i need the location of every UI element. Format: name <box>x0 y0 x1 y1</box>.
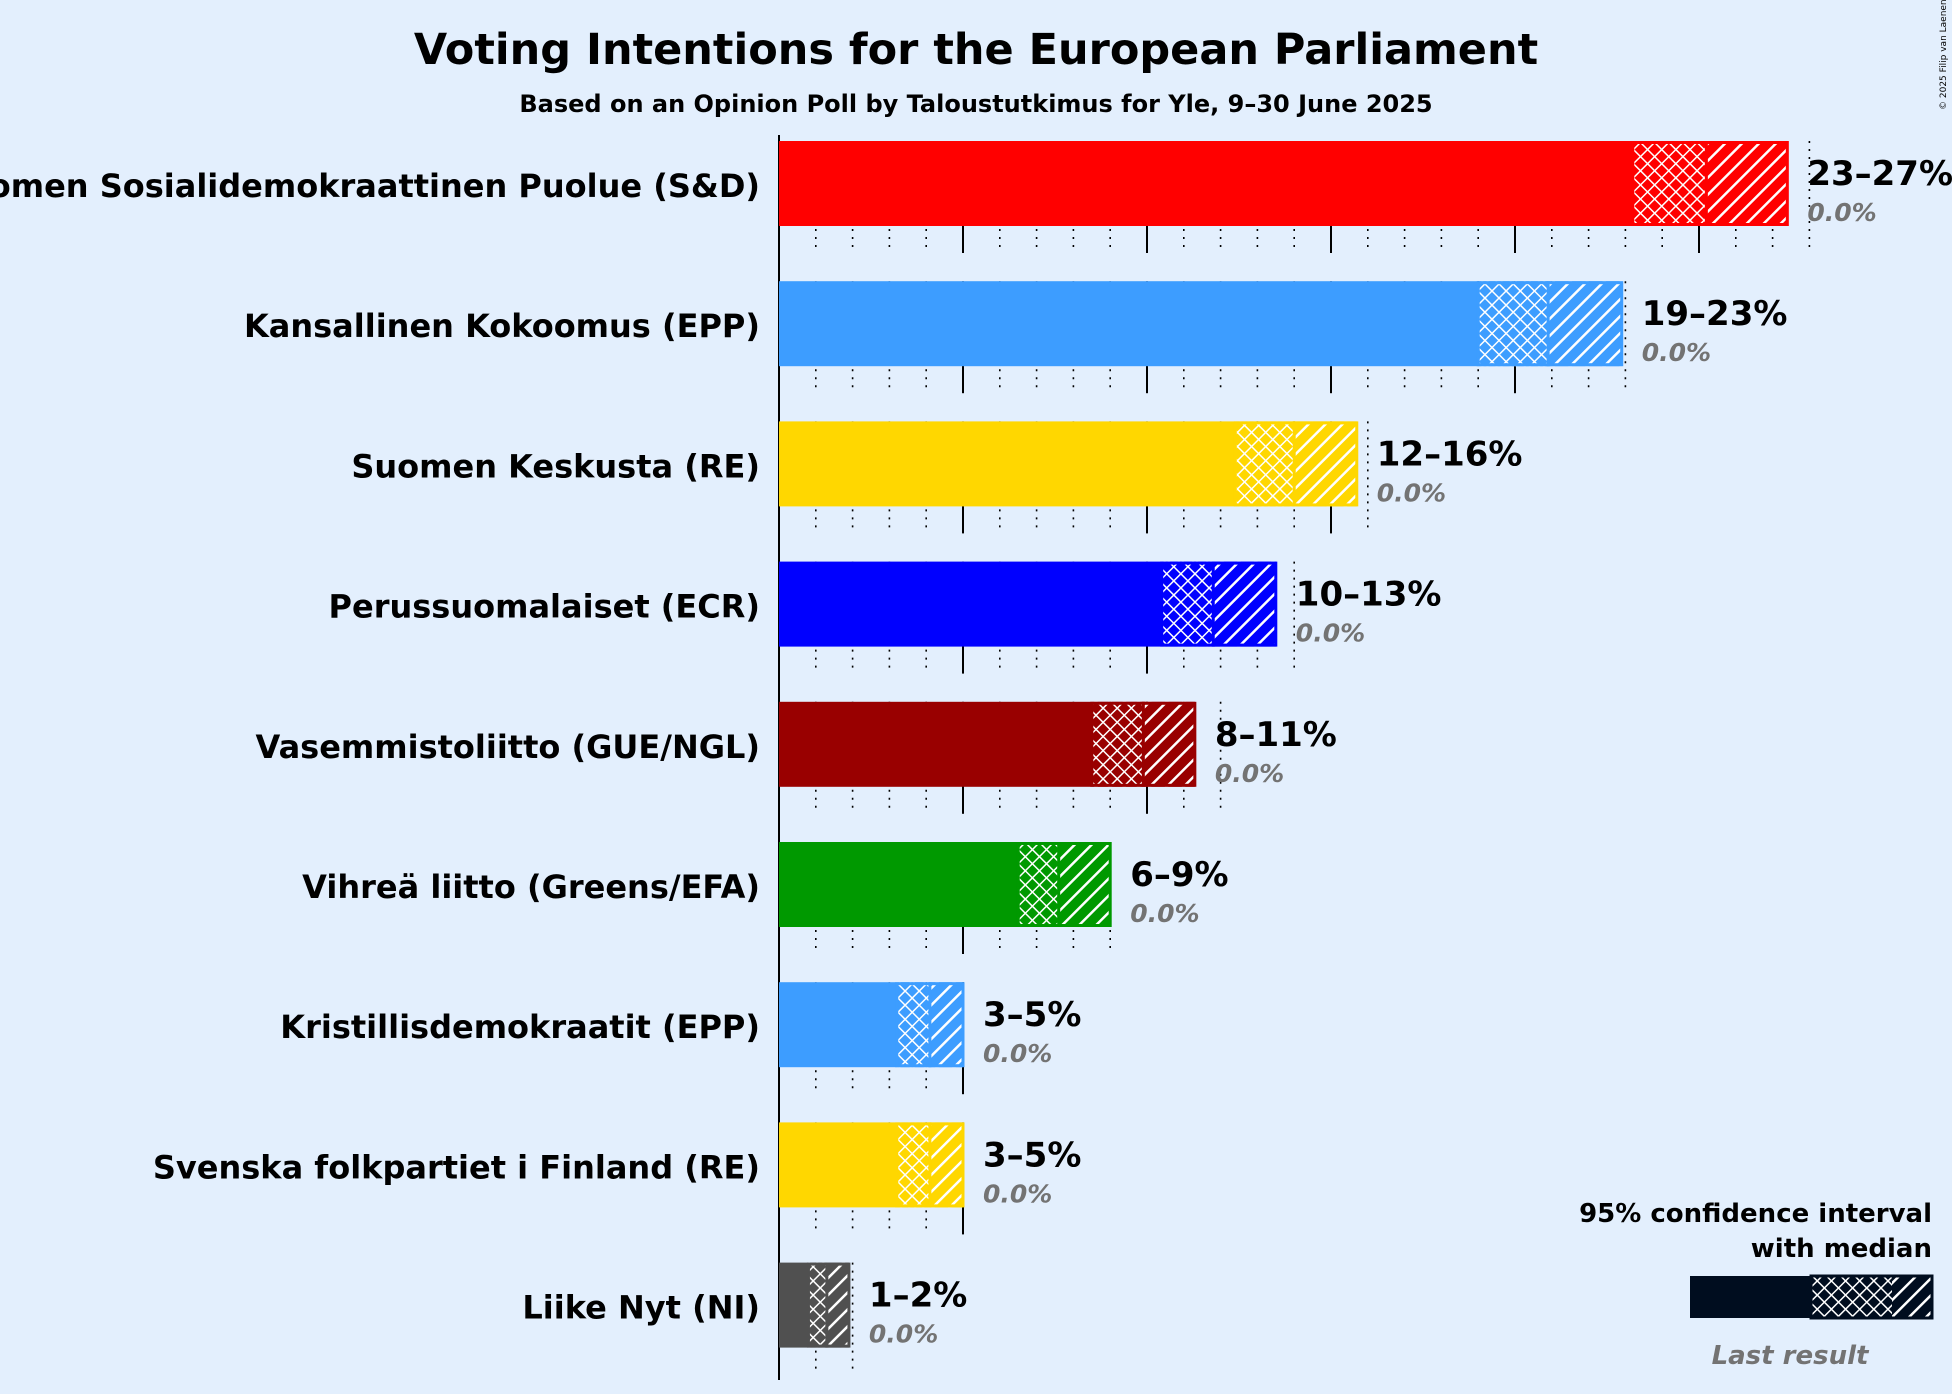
legend-interval-outline <box>1809 1274 1934 1320</box>
last-result-label: 0.0% <box>1215 759 1284 788</box>
bar-solid <box>779 1262 809 1348</box>
party-name: Perussuomalaiset (ECR) <box>329 588 760 626</box>
bar-ci-outline <box>1016 842 1112 927</box>
bar-solid <box>779 561 1162 647</box>
legend-last-result-label: Last result <box>1712 1341 1870 1371</box>
bar-solid <box>779 281 1479 367</box>
party-name: Vihreä liitto (Greens/EFA) <box>302 868 760 906</box>
last-result-label: 0.0% <box>1296 619 1365 648</box>
party-name: Suomen Keskusta (RE) <box>351 447 760 485</box>
range-label: 3–5% <box>983 995 1081 1035</box>
last-result-label: 0.0% <box>1130 899 1199 928</box>
legend-cross-hatch <box>1811 1276 1892 1318</box>
legend: 95% confidence interval with median Last… <box>1579 1199 1934 1371</box>
bar-ci-outline <box>1631 141 1789 226</box>
bar-solid <box>779 1122 897 1208</box>
legend-diag-hatch <box>1892 1276 1932 1318</box>
bar-ci-upper-hatch <box>1706 141 1788 226</box>
bar-ci-upper-hatch <box>1294 421 1357 507</box>
bar-series <box>779 141 1789 1348</box>
range-label: 19–23% <box>1642 294 1788 334</box>
bar-ci-upper-hatch <box>1548 281 1622 367</box>
bar-ci-outline <box>895 1122 965 1208</box>
legend-solid-bar <box>1690 1276 1811 1318</box>
bar-ci-upper-hatch <box>929 982 963 1068</box>
bar-ci-lower-hatch <box>1018 842 1059 927</box>
bar-ci-lower-hatch <box>1632 141 1707 226</box>
range-label: 8–11% <box>1215 715 1337 755</box>
bar-ci-upper-hatch <box>1058 842 1111 927</box>
bar-ci-lower-hatch <box>1161 561 1214 647</box>
bar-ci-upper-hatch <box>929 1122 963 1208</box>
bar-ci-upper-hatch <box>826 1262 849 1348</box>
bar-solid <box>779 141 1633 226</box>
party-name: Vasemmistoliitto (GUE/NGL) <box>256 728 760 766</box>
party-labels: Suomen Sosialidemokraattinen Puolue (S&D… <box>0 154 1952 1349</box>
bar-solid <box>779 842 1019 927</box>
bar-solid <box>779 421 1236 507</box>
bar-ci-lower-hatch <box>896 982 930 1068</box>
range-label: 12–16% <box>1377 434 1523 474</box>
range-label: 10–13% <box>1296 575 1442 615</box>
last-result-label: 0.0% <box>983 1179 1052 1208</box>
party-name: Kristillisdemokraatit (EPP) <box>280 1008 760 1046</box>
party-name: Suomen Sosialidemokraattinen Puolue (S&D… <box>0 167 760 205</box>
legend-title-line1: 95% confidence interval <box>1579 1199 1932 1229</box>
bar-ci-upper-hatch <box>1213 561 1276 647</box>
last-result-label: 0.0% <box>983 1039 1052 1068</box>
range-label: 1–2% <box>869 1276 967 1316</box>
bar-ci-outline <box>1090 701 1197 787</box>
party-name: Liike Nyt (NI) <box>522 1289 760 1327</box>
copyright-notice: © 2025 Filip van Laenen <box>1939 0 1949 110</box>
bar-ci-lower-hatch <box>1235 421 1295 507</box>
range-label: 6–9% <box>1130 855 1228 895</box>
bar-ci-outline <box>806 1262 851 1348</box>
last-result-label: 0.0% <box>1642 338 1711 367</box>
bar-ci-lower-hatch <box>1478 281 1549 367</box>
bar-ci-outline <box>895 982 965 1068</box>
last-result-label: 0.0% <box>1377 478 1446 507</box>
bar-ci-outline <box>1476 281 1624 367</box>
party-name: Svenska folkpartiet i Finland (RE) <box>153 1148 760 1186</box>
last-result-label: 0.0% <box>869 1320 938 1349</box>
bar-ci-lower-hatch <box>896 1122 930 1208</box>
bar-ci-outline <box>1233 421 1359 507</box>
bar-ci-upper-hatch <box>1143 701 1195 787</box>
range-label: 3–5% <box>983 1135 1081 1175</box>
bar-solid <box>779 701 1092 787</box>
legend-title-line2: with median <box>1751 1234 1932 1264</box>
chart-subtitle: Based on an Opinion Poll by Taloustutkim… <box>519 90 1432 118</box>
party-name: Kansallinen Kokoomus (EPP) <box>244 307 760 345</box>
chart-title: Voting Intentions for the European Parli… <box>414 25 1538 75</box>
bar-ci-lower-hatch <box>1091 701 1144 787</box>
bar-ci-outline <box>1160 561 1278 647</box>
last-result-label: 0.0% <box>1807 198 1876 227</box>
bar-ci-lower-hatch <box>808 1262 827 1348</box>
range-label: 23–27% <box>1807 154 1952 194</box>
bar-solid <box>779 982 897 1068</box>
